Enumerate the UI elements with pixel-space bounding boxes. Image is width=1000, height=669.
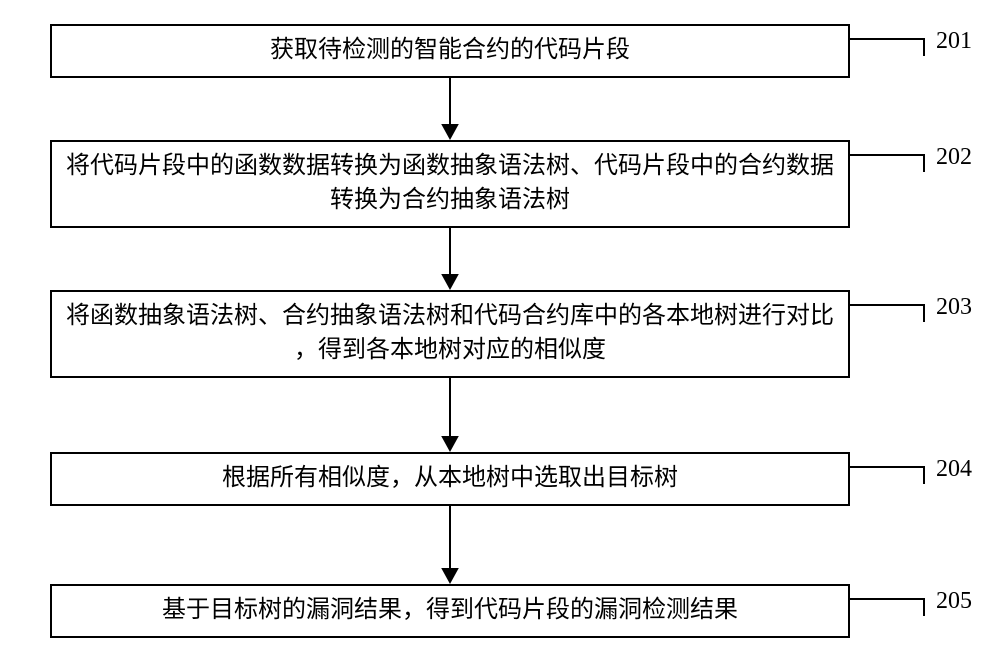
flow-node-n5: 基于目标树的漏洞结果，得到代码片段的漏洞检测结果 bbox=[50, 584, 850, 638]
flow-node-text: 将函数抽象语法树、合约抽象语法树和代码合约库中的各本地树进行对比 ，得到各本地树… bbox=[66, 300, 834, 367]
flow-node-callout bbox=[850, 466, 925, 484]
flow-node-callout bbox=[850, 38, 925, 56]
flow-node-text: 根据所有相似度，从本地树中选取出目标树 bbox=[222, 462, 678, 496]
flow-node-label: 202 bbox=[936, 144, 972, 171]
flow-node-callout bbox=[850, 598, 925, 616]
flow-node-text: 将代码片段中的函数数据转换为函数抽象语法树、代码片段中的合约数据 转换为合约抽象… bbox=[66, 150, 834, 217]
flow-arrow-n3-n4 bbox=[434, 378, 466, 452]
flow-node-label: 203 bbox=[936, 294, 972, 321]
flow-node-callout bbox=[850, 154, 925, 172]
flow-node-text: 获取待检测的智能合约的代码片段 bbox=[270, 34, 630, 68]
flow-node-callout bbox=[850, 304, 925, 322]
flow-node-n3: 将函数抽象语法树、合约抽象语法树和代码合约库中的各本地树进行对比 ，得到各本地树… bbox=[50, 290, 850, 378]
flow-node-label: 201 bbox=[936, 28, 972, 55]
flow-node-text: 基于目标树的漏洞结果，得到代码片段的漏洞检测结果 bbox=[162, 594, 738, 628]
flow-node-n4: 根据所有相似度，从本地树中选取出目标树 bbox=[50, 452, 850, 506]
flow-node-label: 204 bbox=[936, 456, 972, 483]
flow-arrow-n4-n5 bbox=[434, 506, 466, 584]
flowchart-canvas: 获取待检测的智能合约的代码片段 201 将代码片段中的函数数据转换为函数抽象语法树、… bbox=[0, 0, 1000, 669]
flow-node-label: 205 bbox=[936, 588, 972, 615]
flow-node-n1: 获取待检测的智能合约的代码片段 bbox=[50, 24, 850, 78]
flow-node-n2: 将代码片段中的函数数据转换为函数抽象语法树、代码片段中的合约数据 转换为合约抽象… bbox=[50, 140, 850, 228]
flow-arrow-n1-n2 bbox=[434, 78, 466, 140]
flow-arrow-n2-n3 bbox=[434, 228, 466, 290]
